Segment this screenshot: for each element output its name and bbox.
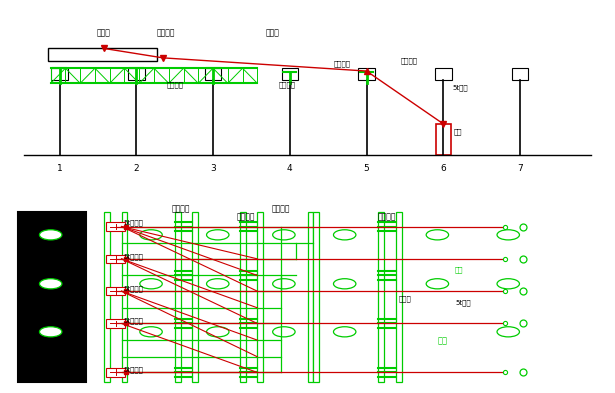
Text: 4: 4 — [287, 164, 293, 173]
Text: 锐板: 锐板 — [455, 266, 464, 273]
Bar — [122, 212, 127, 382]
Bar — [240, 212, 245, 382]
Text: 5t堆裂机: 5t堆裂机 — [123, 253, 143, 260]
Text: 1: 1 — [57, 164, 62, 173]
Ellipse shape — [272, 230, 295, 240]
Bar — [106, 368, 125, 376]
Text: 贝雷纵梁: 贝雷纵梁 — [166, 81, 183, 88]
Ellipse shape — [272, 279, 295, 289]
Ellipse shape — [497, 327, 520, 337]
Text: 定向滑轮: 定向滑轮 — [157, 28, 175, 37]
Ellipse shape — [272, 327, 295, 337]
Ellipse shape — [207, 327, 229, 337]
Ellipse shape — [140, 327, 162, 337]
Ellipse shape — [333, 279, 356, 289]
Bar — [435, 68, 451, 79]
Bar — [378, 212, 384, 382]
Bar — [192, 212, 198, 382]
Ellipse shape — [39, 230, 62, 240]
Ellipse shape — [140, 279, 162, 289]
Bar — [308, 212, 314, 382]
Text: 5t堆裂机: 5t堆裂机 — [123, 220, 143, 226]
Text: 5t葫芦: 5t葫芦 — [452, 85, 468, 91]
Text: 贝雷横梁: 贝雷横梁 — [279, 81, 295, 88]
Text: 6: 6 — [440, 164, 446, 173]
Text: 5t堆裂机: 5t堆裂机 — [123, 318, 143, 324]
Bar — [106, 287, 125, 295]
Bar — [48, 48, 157, 61]
Ellipse shape — [39, 327, 62, 337]
Bar — [205, 68, 221, 79]
Bar — [314, 212, 319, 382]
Bar — [175, 212, 181, 382]
Ellipse shape — [140, 230, 162, 240]
Ellipse shape — [497, 279, 520, 289]
Ellipse shape — [333, 230, 356, 240]
Text: 5t堆裂机: 5t堆裂机 — [123, 285, 143, 292]
Text: 3: 3 — [210, 164, 216, 173]
Bar — [106, 255, 125, 263]
Bar — [282, 68, 298, 79]
Text: 定滑轮组: 定滑轮组 — [236, 212, 255, 221]
Text: 2: 2 — [133, 164, 139, 173]
Ellipse shape — [207, 279, 229, 289]
Bar — [436, 124, 451, 155]
Ellipse shape — [426, 230, 448, 240]
Text: 工字梁: 工字梁 — [399, 295, 412, 302]
Text: 5t葫芦: 5t葫芦 — [455, 300, 470, 307]
Text: 贝雷横梁: 贝雷横梁 — [272, 204, 290, 213]
Text: 5t堆裂机: 5t堆裂机 — [123, 367, 143, 373]
Ellipse shape — [39, 279, 62, 289]
Text: 5: 5 — [363, 164, 370, 173]
Ellipse shape — [207, 230, 229, 240]
Ellipse shape — [426, 279, 448, 289]
Text: 定滑轮组: 定滑轮组 — [334, 60, 351, 67]
Text: 锂丝绳: 锂丝绳 — [265, 28, 279, 37]
Text: 堆裂机: 堆裂机 — [97, 28, 111, 37]
Ellipse shape — [497, 230, 520, 240]
Bar — [396, 212, 402, 382]
Bar — [257, 212, 263, 382]
Text: 7: 7 — [517, 164, 523, 173]
Bar — [359, 68, 375, 79]
Text: 贝雷纵梁: 贝雷纵梁 — [172, 204, 190, 213]
Text: 定滑轮组: 定滑轮组 — [401, 57, 418, 64]
Bar — [512, 68, 528, 79]
Ellipse shape — [333, 327, 356, 337]
Bar — [106, 222, 125, 231]
Text: 桥墩: 桥墩 — [437, 336, 447, 345]
Text: 定滑轮组: 定滑轮组 — [378, 212, 397, 221]
Bar — [104, 212, 109, 382]
Text: 锁箘: 锁箘 — [454, 128, 462, 135]
Bar — [106, 320, 125, 327]
Bar — [128, 68, 145, 79]
Bar — [51, 68, 68, 79]
Bar — [18, 212, 86, 382]
